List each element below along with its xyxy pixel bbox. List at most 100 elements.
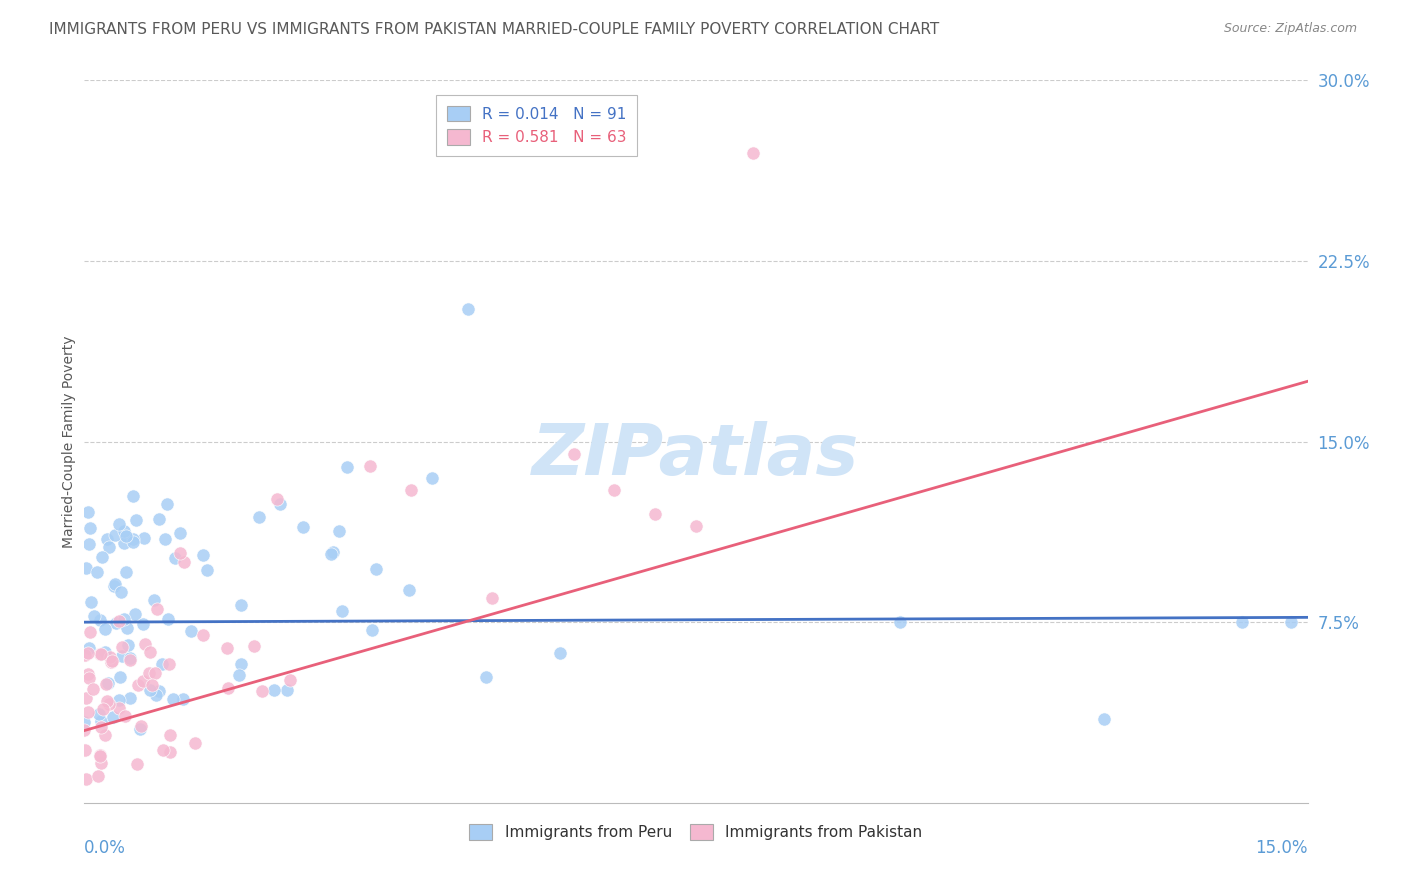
Point xyxy=(96,677,118,691)
Point xyxy=(97,676,120,690)
Point xyxy=(180,624,202,638)
Point xyxy=(104,615,127,630)
Point xyxy=(83,609,105,624)
Point xyxy=(104,528,127,542)
Point xyxy=(90,756,112,771)
Point xyxy=(197,563,219,577)
Point xyxy=(145,688,167,702)
Point xyxy=(263,683,285,698)
Text: ZIPatlas: ZIPatlas xyxy=(533,422,859,491)
Point xyxy=(89,647,111,661)
Point xyxy=(231,598,253,612)
Point xyxy=(159,728,181,742)
Point xyxy=(73,743,96,757)
Point xyxy=(644,507,666,521)
Point xyxy=(75,561,97,575)
Point xyxy=(108,692,131,706)
Y-axis label: Married-Couple Family Poverty: Married-Couple Family Poverty xyxy=(62,335,76,548)
Point xyxy=(118,690,141,705)
Point xyxy=(134,637,156,651)
Point xyxy=(169,546,191,560)
Point xyxy=(229,657,252,671)
Point xyxy=(115,621,138,635)
Point xyxy=(139,682,162,697)
Point xyxy=(162,691,184,706)
Point xyxy=(399,483,422,497)
Point xyxy=(90,714,112,728)
Point xyxy=(250,683,273,698)
Point xyxy=(127,756,149,771)
Point xyxy=(103,579,125,593)
Point xyxy=(108,701,131,715)
Point xyxy=(121,489,143,503)
Point xyxy=(97,541,120,555)
Point xyxy=(121,532,143,546)
Point xyxy=(215,640,238,655)
Point xyxy=(336,460,359,475)
Point xyxy=(157,612,180,626)
Text: IMMIGRANTS FROM PERU VS IMMIGRANTS FROM PAKISTAN MARRIED-COUPLE FAMILY POVERTY C: IMMIGRANTS FROM PERU VS IMMIGRANTS FROM … xyxy=(49,22,939,37)
Point xyxy=(90,550,112,565)
Point xyxy=(548,646,571,660)
Point xyxy=(146,602,169,616)
Text: Source: ZipAtlas.com: Source: ZipAtlas.com xyxy=(1223,22,1357,36)
Point xyxy=(276,682,298,697)
Point xyxy=(132,673,155,688)
Point xyxy=(134,531,156,545)
Text: 0.0%: 0.0% xyxy=(84,838,127,857)
Point xyxy=(603,483,626,497)
Point xyxy=(153,532,176,546)
Point xyxy=(163,550,186,565)
Point xyxy=(322,545,344,559)
Point xyxy=(79,624,101,639)
Point xyxy=(87,769,110,783)
Point xyxy=(98,650,121,665)
Point xyxy=(118,651,141,665)
Point xyxy=(108,614,131,628)
Point xyxy=(90,647,112,661)
Point xyxy=(457,301,479,317)
Point xyxy=(100,655,122,669)
Text: 15.0%: 15.0% xyxy=(1256,838,1308,857)
Point xyxy=(112,536,135,550)
Point xyxy=(93,728,115,742)
Point xyxy=(360,623,382,637)
Point xyxy=(398,582,420,597)
Point xyxy=(82,681,104,696)
Point xyxy=(1279,615,1302,630)
Point xyxy=(127,678,149,692)
Point xyxy=(125,513,148,527)
Point xyxy=(73,715,96,730)
Point xyxy=(94,623,117,637)
Point xyxy=(169,525,191,540)
Point xyxy=(77,706,100,720)
Point xyxy=(145,665,167,680)
Point xyxy=(152,743,174,757)
Point xyxy=(117,638,139,652)
Point xyxy=(247,509,270,524)
Point xyxy=(420,471,443,485)
Point xyxy=(148,512,170,526)
Point xyxy=(217,681,239,695)
Point xyxy=(89,747,111,762)
Point xyxy=(159,745,181,759)
Point xyxy=(191,548,214,562)
Point xyxy=(96,532,118,546)
Point xyxy=(475,670,498,684)
Point xyxy=(97,697,120,711)
Point xyxy=(124,607,146,621)
Point xyxy=(562,446,585,460)
Point xyxy=(101,710,124,724)
Point xyxy=(685,518,707,533)
Point xyxy=(76,666,98,681)
Point xyxy=(73,648,96,663)
Point xyxy=(742,145,765,160)
Point xyxy=(889,615,911,630)
Point xyxy=(359,458,381,473)
Point xyxy=(157,657,180,671)
Point xyxy=(89,613,111,627)
Point xyxy=(150,657,173,672)
Point xyxy=(481,591,503,605)
Point xyxy=(114,708,136,723)
Point xyxy=(228,668,250,682)
